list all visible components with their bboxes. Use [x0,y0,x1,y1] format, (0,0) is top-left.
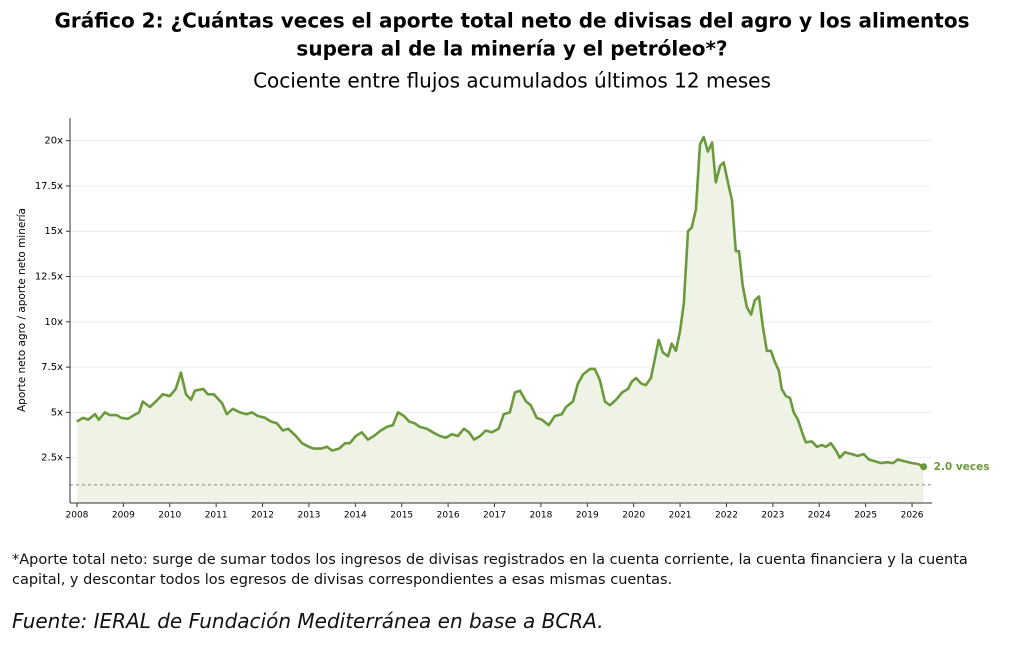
x-tick-label: 2014 [344,511,367,521]
x-tick-label: 2022 [715,511,738,521]
chart-subtitle: Cociente entre flujos acumulados últimos… [253,69,771,93]
x-tick-label: 2020 [622,511,645,521]
line [76,135,925,468]
x-tick-label: 2012 [251,511,274,521]
x-tick-label: 2017 [483,511,506,521]
y-tick-label: 5x [51,407,63,418]
source: Fuente: IERAL de Fundación Mediterránea … [12,609,604,633]
y-tick-label: 17.5x [35,181,63,192]
end-marker [920,463,928,471]
x-tick-label: 2016 [437,511,460,521]
annotation: 2.0 veces [934,461,990,473]
x-tick-label: 2023 [761,511,784,521]
y-axis-label: Aporte neto agro / aporte neto minería [16,208,28,412]
x-tick-label: 2015 [390,511,413,521]
x-tick-label: 2008 [66,511,89,521]
chart-title: Gráfico 2: ¿Cuántas veces el aporte tota… [55,9,970,33]
y-tick-label: 12.5x [35,272,63,283]
y-tick-label: 2.5x [41,453,63,464]
y-tick-label: 20x [44,136,63,147]
x-tick-label: 2026 [901,511,924,521]
x-tick-label: 2011 [205,511,228,521]
y-tick-label: 15x [44,226,63,237]
x-tick-label: 2009 [112,511,135,521]
x-tick-label: 2021 [669,511,692,521]
x-tick-label: 2018 [529,511,552,521]
x-tick-label: 2010 [158,511,181,521]
area [77,137,924,503]
chart-title: supera al de la minería y el petróleo*? [296,37,727,61]
x-tick-label: 2019 [576,511,599,521]
chart: Gráfico 2: ¿Cuántas veces el aporte tota… [16,9,990,521]
x-tick-label: 2025 [854,511,877,521]
y-tick-label: 10x [44,317,63,328]
y-tick-label: 7.5x [41,362,63,373]
x-tick-label: 2013 [297,511,320,521]
x-tick-label: 2024 [808,511,831,521]
footnote: *Aporte total neto: surge de sumar todos… [12,552,968,588]
